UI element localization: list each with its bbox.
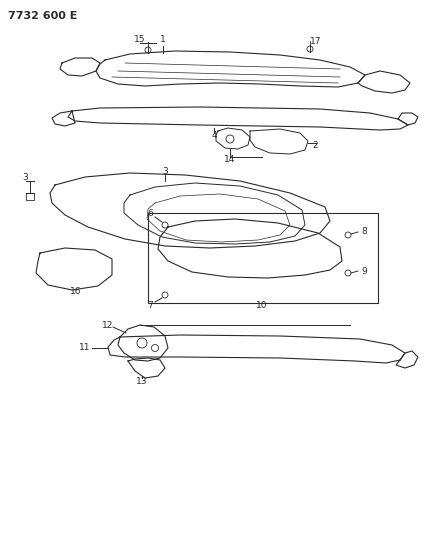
Bar <box>26 193 34 200</box>
Text: 9: 9 <box>361 266 367 276</box>
Text: 8: 8 <box>361 228 367 237</box>
Text: 16: 16 <box>70 287 82 296</box>
Text: 4: 4 <box>211 132 217 141</box>
Text: 2: 2 <box>312 141 318 149</box>
Text: 7732 600 E: 7732 600 E <box>8 11 77 21</box>
Text: 1: 1 <box>160 36 166 44</box>
Text: 14: 14 <box>224 155 236 164</box>
Text: 12: 12 <box>101 320 113 329</box>
Bar <box>148 213 378 303</box>
Text: 3: 3 <box>22 174 28 182</box>
Text: 17: 17 <box>310 36 322 45</box>
Text: 3: 3 <box>162 166 168 175</box>
Text: 7: 7 <box>147 301 153 310</box>
Text: 11: 11 <box>78 343 90 352</box>
Text: 15: 15 <box>134 36 146 44</box>
Text: 6: 6 <box>147 209 153 219</box>
Text: 10: 10 <box>256 302 268 311</box>
Text: 13: 13 <box>136 376 148 385</box>
